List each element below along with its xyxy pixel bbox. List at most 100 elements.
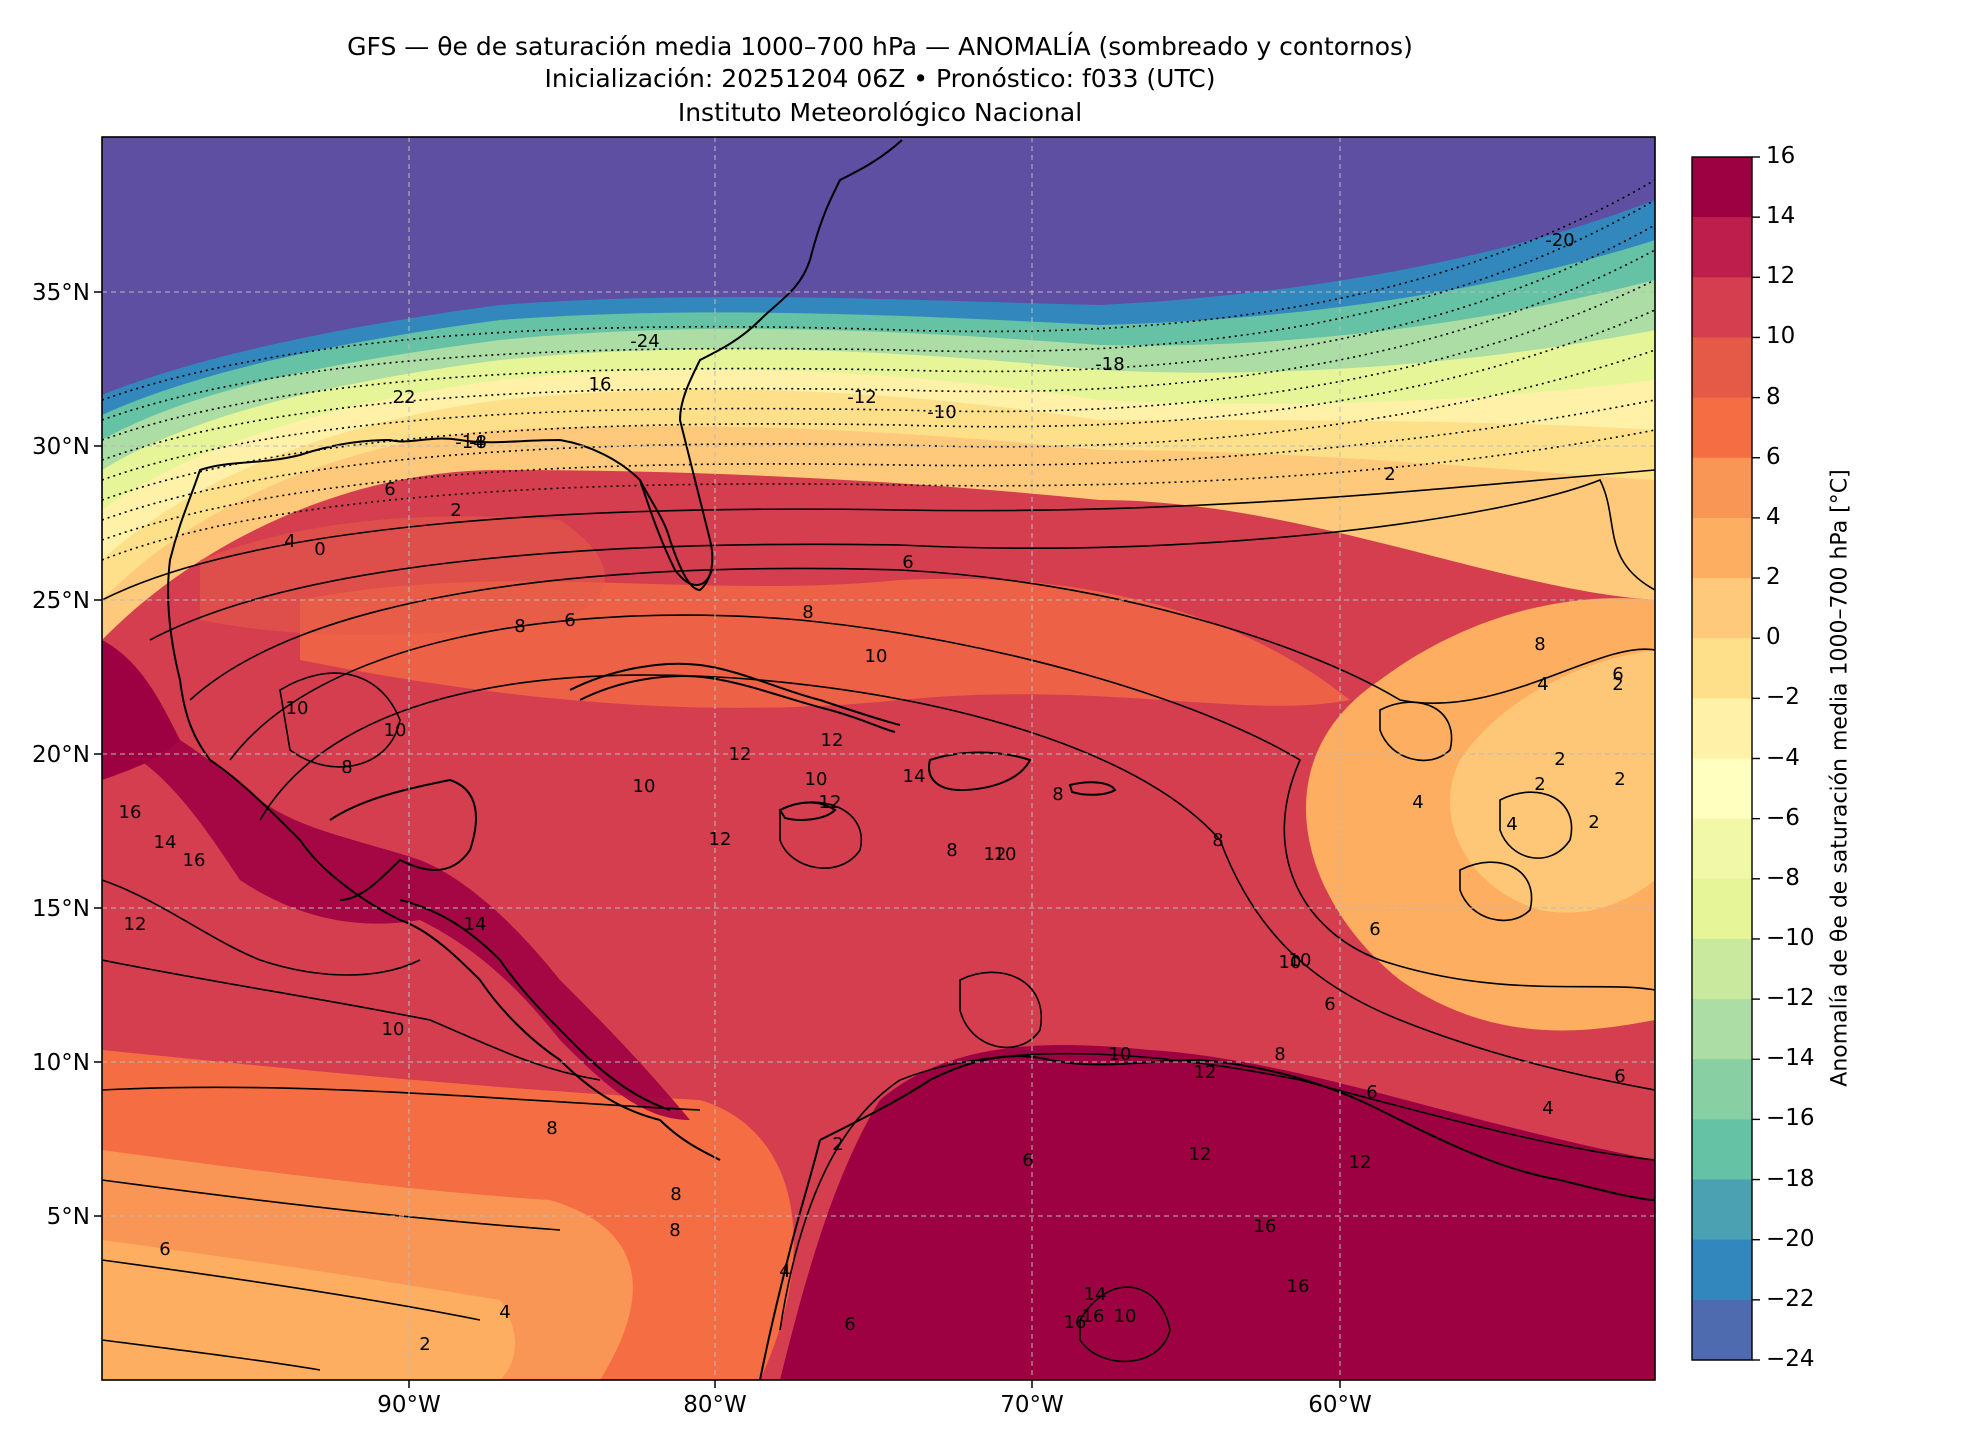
- lat-tick-label: 20°N: [32, 742, 90, 768]
- colorbar-swatch: [1692, 999, 1752, 1060]
- colorbar-tick-label: 14: [1766, 203, 1796, 230]
- colorbar-swatch: [1692, 457, 1752, 519]
- contour-label: 16: [1287, 1276, 1310, 1297]
- contour-label: 10: [1279, 952, 1302, 973]
- colorbar-tick-label: 8: [1766, 383, 1781, 410]
- contour-label: 2: [1554, 749, 1565, 770]
- contour-label: 2: [1588, 812, 1599, 833]
- colorbar-swatch: [1692, 337, 1752, 399]
- contour-label: 4: [1506, 814, 1517, 835]
- contour-label: 4: [284, 531, 295, 552]
- contour-label: 8: [546, 1118, 557, 1139]
- contour-label: -8: [469, 432, 487, 453]
- colorbar-swatch: [1692, 1239, 1752, 1301]
- colorbar-tick-label: 2: [1766, 564, 1781, 591]
- contour-label: -18: [1095, 354, 1124, 375]
- contour-label: 6: [1614, 1066, 1625, 1087]
- colorbar-swatch: [1692, 1119, 1752, 1181]
- contour-label: 16: [119, 802, 142, 823]
- contour-label: 8: [1274, 1044, 1285, 1065]
- lon-tick-label: 80°W: [683, 1392, 747, 1418]
- contour-label: 2: [419, 1334, 430, 1355]
- contour-label: -12: [847, 387, 876, 408]
- contour-label: 12: [729, 744, 752, 765]
- map-subtitle-init: Inicialización: 20251204 06Z • Pronóstic…: [544, 64, 1216, 93]
- contour-label: 12: [124, 914, 147, 935]
- contour-label: -14: [455, 432, 484, 453]
- colorbar-tick-label: 16: [1766, 143, 1796, 169]
- contour-label: 6: [902, 552, 913, 573]
- contour-label: 4: [499, 1302, 510, 1323]
- lon-tick-label: 70°W: [1000, 1392, 1064, 1418]
- contour-label: 6: [564, 610, 575, 631]
- colorbar-swatch: [1692, 277, 1752, 339]
- contour-label: 8: [670, 1184, 681, 1205]
- colorbar-swatch: [1692, 578, 1752, 639]
- colorbar-tick-label: −6: [1766, 804, 1800, 831]
- contour-label: 14: [464, 914, 487, 935]
- contour-label: 8: [946, 840, 957, 861]
- colorbar-tick-label: 4: [1766, 503, 1781, 530]
- contour-label: 8: [1534, 634, 1545, 655]
- colorbar-tick-label: 12: [1766, 263, 1796, 290]
- contour-label: 10: [1114, 1306, 1137, 1327]
- map-title: GFS — θe de saturación media 1000–700 hP…: [347, 32, 1413, 61]
- lat-tick-label: 15°N: [32, 896, 90, 922]
- colorbar-swatch: [1692, 157, 1752, 218]
- contour-label: 12: [709, 829, 732, 850]
- contour-label: 12: [1189, 1144, 1212, 1165]
- contour-label: 6: [1369, 919, 1380, 940]
- contour-label: 2: [1384, 464, 1395, 485]
- contour-label: 8: [341, 757, 352, 778]
- colorbar-swatch: [1692, 397, 1752, 459]
- lon-axis: 90°W 80°W 70°W 60°W: [377, 1380, 1372, 1418]
- colorbar-swatch: [1692, 758, 1752, 820]
- lon-tick-label: 90°W: [377, 1392, 441, 1418]
- contour-lines: [102, 179, 1655, 1371]
- contour-label: 6: [1612, 664, 1623, 685]
- colorbar-swatch: [1692, 517, 1752, 579]
- contour-label: 6: [159, 1239, 170, 1260]
- colorbar-tick-label: −10: [1766, 924, 1815, 951]
- gridlines: [102, 137, 1655, 1380]
- colorbar-tick-label: 6: [1766, 443, 1781, 470]
- lat-tick-label: 35°N: [32, 280, 90, 306]
- contour-label: 14: [154, 832, 177, 853]
- contour-label: 8: [669, 1220, 680, 1241]
- lat-axis: 35°N 30°N 25°N 20°N 15°N 10°N 5°N: [32, 280, 102, 1230]
- contour-label: 22: [393, 387, 416, 408]
- contour-label: 12: [1349, 1152, 1372, 1173]
- colorbar-swatch: [1692, 818, 1752, 880]
- contour-label: 8: [514, 616, 525, 637]
- colorbar-tick-label: −8: [1766, 864, 1800, 891]
- contour-label: 14: [1084, 1284, 1107, 1305]
- contour-label: 2: [1534, 774, 1545, 795]
- contour-label: 12: [1194, 1062, 1217, 1083]
- contour-label: 2: [1612, 674, 1623, 695]
- contour-label: 10: [1109, 1044, 1132, 1065]
- colorbar-title: Anomalía de θe de saturación media 1000–…: [1827, 469, 1853, 1087]
- colorbar-tick-label: −4: [1766, 744, 1800, 771]
- contour-label: 16: [589, 374, 612, 395]
- colorbar-tick-label: 0: [1766, 624, 1781, 651]
- contour-label: 14: [903, 766, 926, 787]
- colorbar-swatch: [1692, 1299, 1752, 1361]
- contour-label: 6: [384, 479, 395, 500]
- contour-label: 4: [1537, 674, 1548, 695]
- contour-label: 4: [1412, 792, 1423, 813]
- contour-label: 16: [1082, 1306, 1105, 1327]
- contour-label: 2: [1614, 769, 1625, 790]
- lat-tick-label: 10°N: [32, 1050, 90, 1076]
- colorbar-tick-label: −18: [1766, 1165, 1815, 1192]
- colorbar-tick-label: −12: [1766, 985, 1815, 1012]
- colorbar-tick-label: −22: [1766, 1285, 1815, 1312]
- contour-label: 10: [805, 769, 828, 790]
- colorbar-swatch: [1692, 878, 1752, 940]
- contour-label: 0: [314, 539, 325, 560]
- contour-label: 10: [1289, 950, 1312, 971]
- contour-label: 6: [1022, 1150, 1033, 1171]
- lat-tick-label: 30°N: [32, 434, 90, 460]
- colorbar-swatch: [1692, 938, 1752, 1000]
- contour-label: 8: [802, 602, 813, 623]
